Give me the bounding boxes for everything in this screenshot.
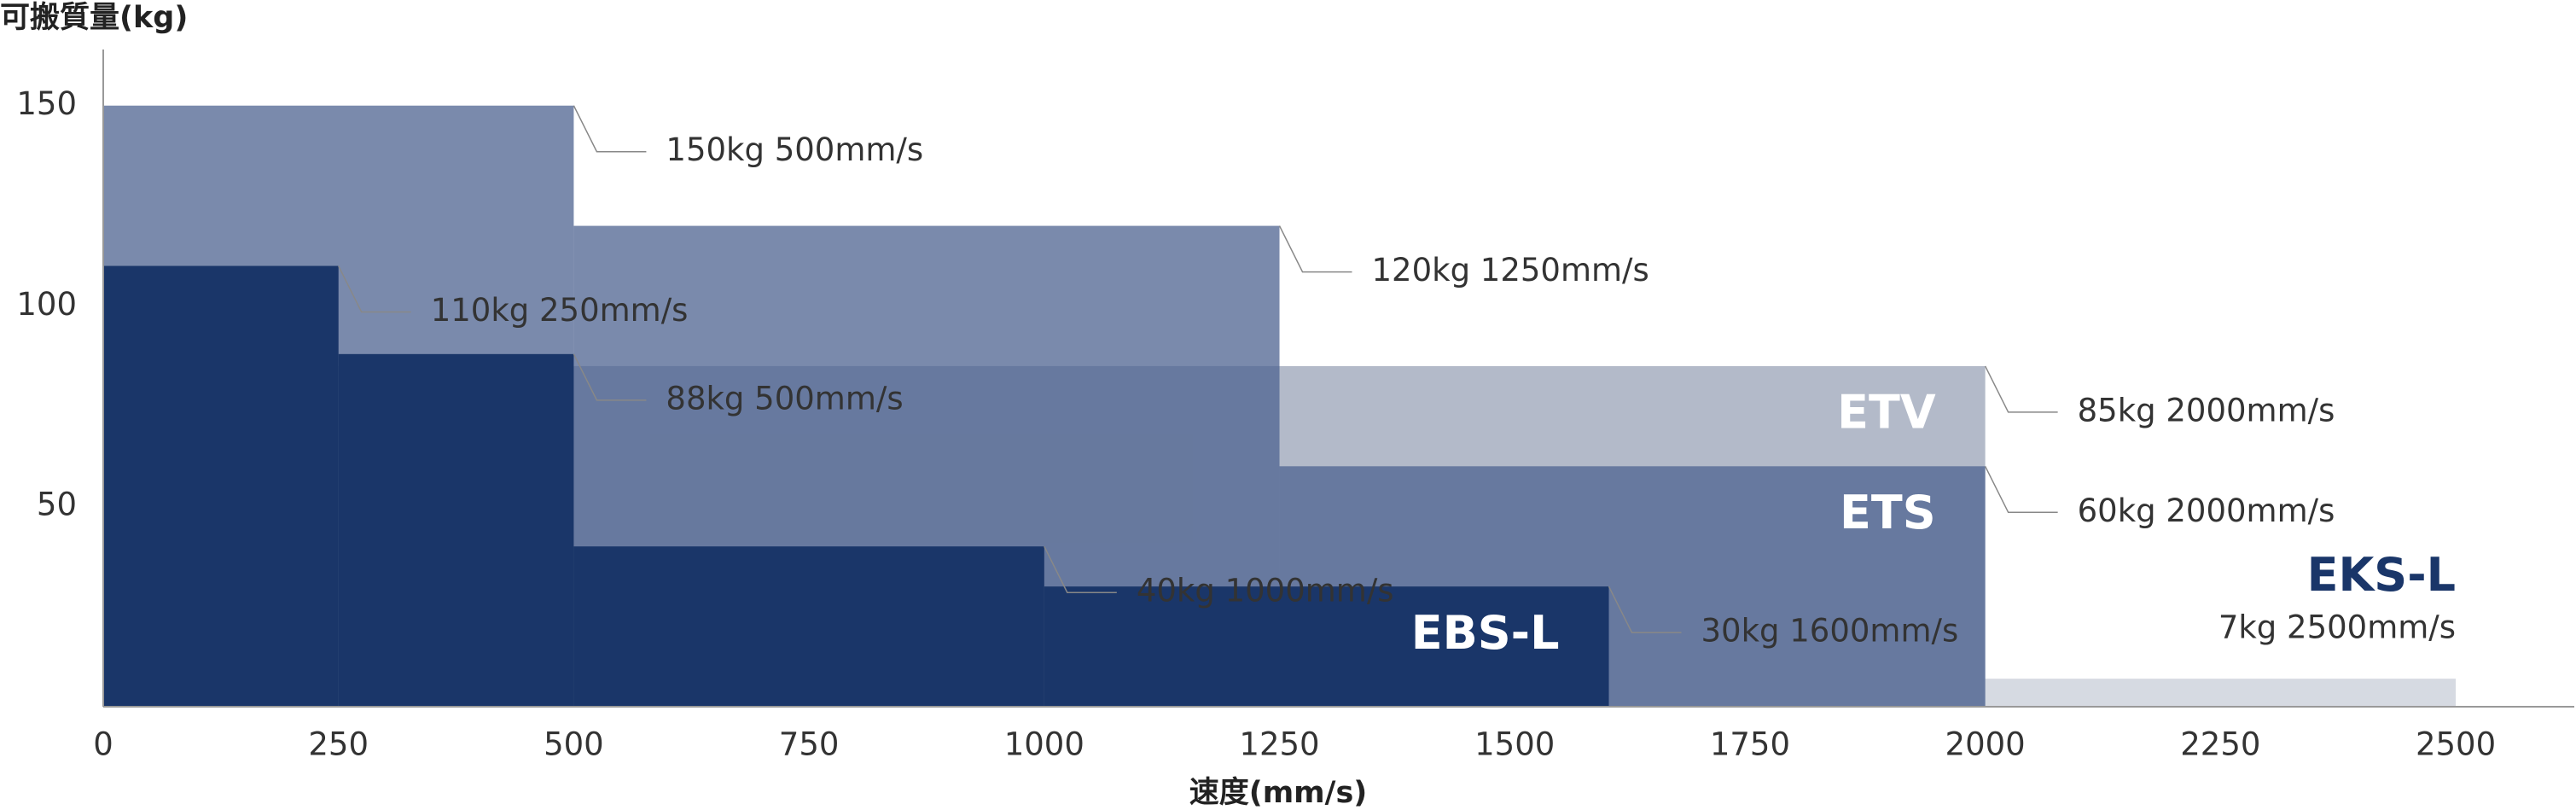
- leader-line: [1984, 465, 2058, 514]
- x-tick-label: 1500: [1474, 726, 1555, 763]
- step-bar: [1044, 586, 1609, 707]
- x-axis-title: 速度(mm/s): [1189, 776, 1368, 810]
- x-tick-label: 500: [544, 726, 604, 763]
- step-bar: [338, 353, 574, 707]
- labels: 7kg 2500mm/s EKS-L 85kg 2000mm/s ETV 150kg 5…: [338, 105, 2456, 660]
- value-label: 30kg 1600mm/s: [1701, 613, 1959, 650]
- x-tick-label: 0: [93, 726, 113, 763]
- x-tick-label: 2250: [2180, 726, 2260, 763]
- value-label: 150kg 500mm/s: [666, 131, 923, 168]
- value-label: 110kg 250mm/s: [431, 292, 689, 329]
- x-tick-label: 1750: [1710, 726, 1790, 763]
- plot-area: [103, 105, 2457, 708]
- value-label: 7kg 2500mm/s: [2218, 609, 2456, 646]
- step-bar: [103, 265, 339, 707]
- value-label: 60kg 2000mm/s: [2078, 492, 2335, 529]
- value-label: 85kg 2000mm/s: [2078, 392, 2335, 428]
- x-tick-label: 1000: [1004, 726, 1084, 763]
- value-label: 120kg 1250mm/s: [1372, 252, 1649, 288]
- y-axis-title: 可搬質量(kg): [0, 1, 188, 35]
- value-label: 88kg 500mm/s: [666, 380, 903, 417]
- series-name: EBS-L: [1411, 606, 1560, 660]
- leader-line: [1044, 545, 1117, 593]
- x-tick-label: 2000: [1945, 726, 2026, 763]
- leader-line: [1984, 365, 2058, 413]
- x-tick-label: 2500: [2416, 726, 2496, 763]
- x-tick-label: 750: [779, 726, 840, 763]
- y-tick-label: 100: [16, 286, 77, 323]
- leader-line: [573, 105, 647, 153]
- y-tick-label: 150: [16, 85, 77, 122]
- step-bar: [573, 546, 1044, 707]
- series-name: ETS: [1840, 486, 1936, 539]
- series: [103, 265, 1609, 707]
- series-name: ETV: [1837, 386, 1936, 440]
- y-tick-label: 50: [37, 487, 77, 523]
- leader-line: [573, 353, 647, 401]
- leader-line: [338, 265, 411, 313]
- x-tick-label: 250: [308, 726, 369, 763]
- leader-line: [1608, 586, 1682, 633]
- x-tick-label: 1250: [1239, 726, 1319, 763]
- series-name: EKS-L: [2307, 548, 2456, 602]
- value-label: 40kg 1000mm/s: [1137, 573, 1394, 609]
- leader-line: [1278, 225, 1352, 273]
